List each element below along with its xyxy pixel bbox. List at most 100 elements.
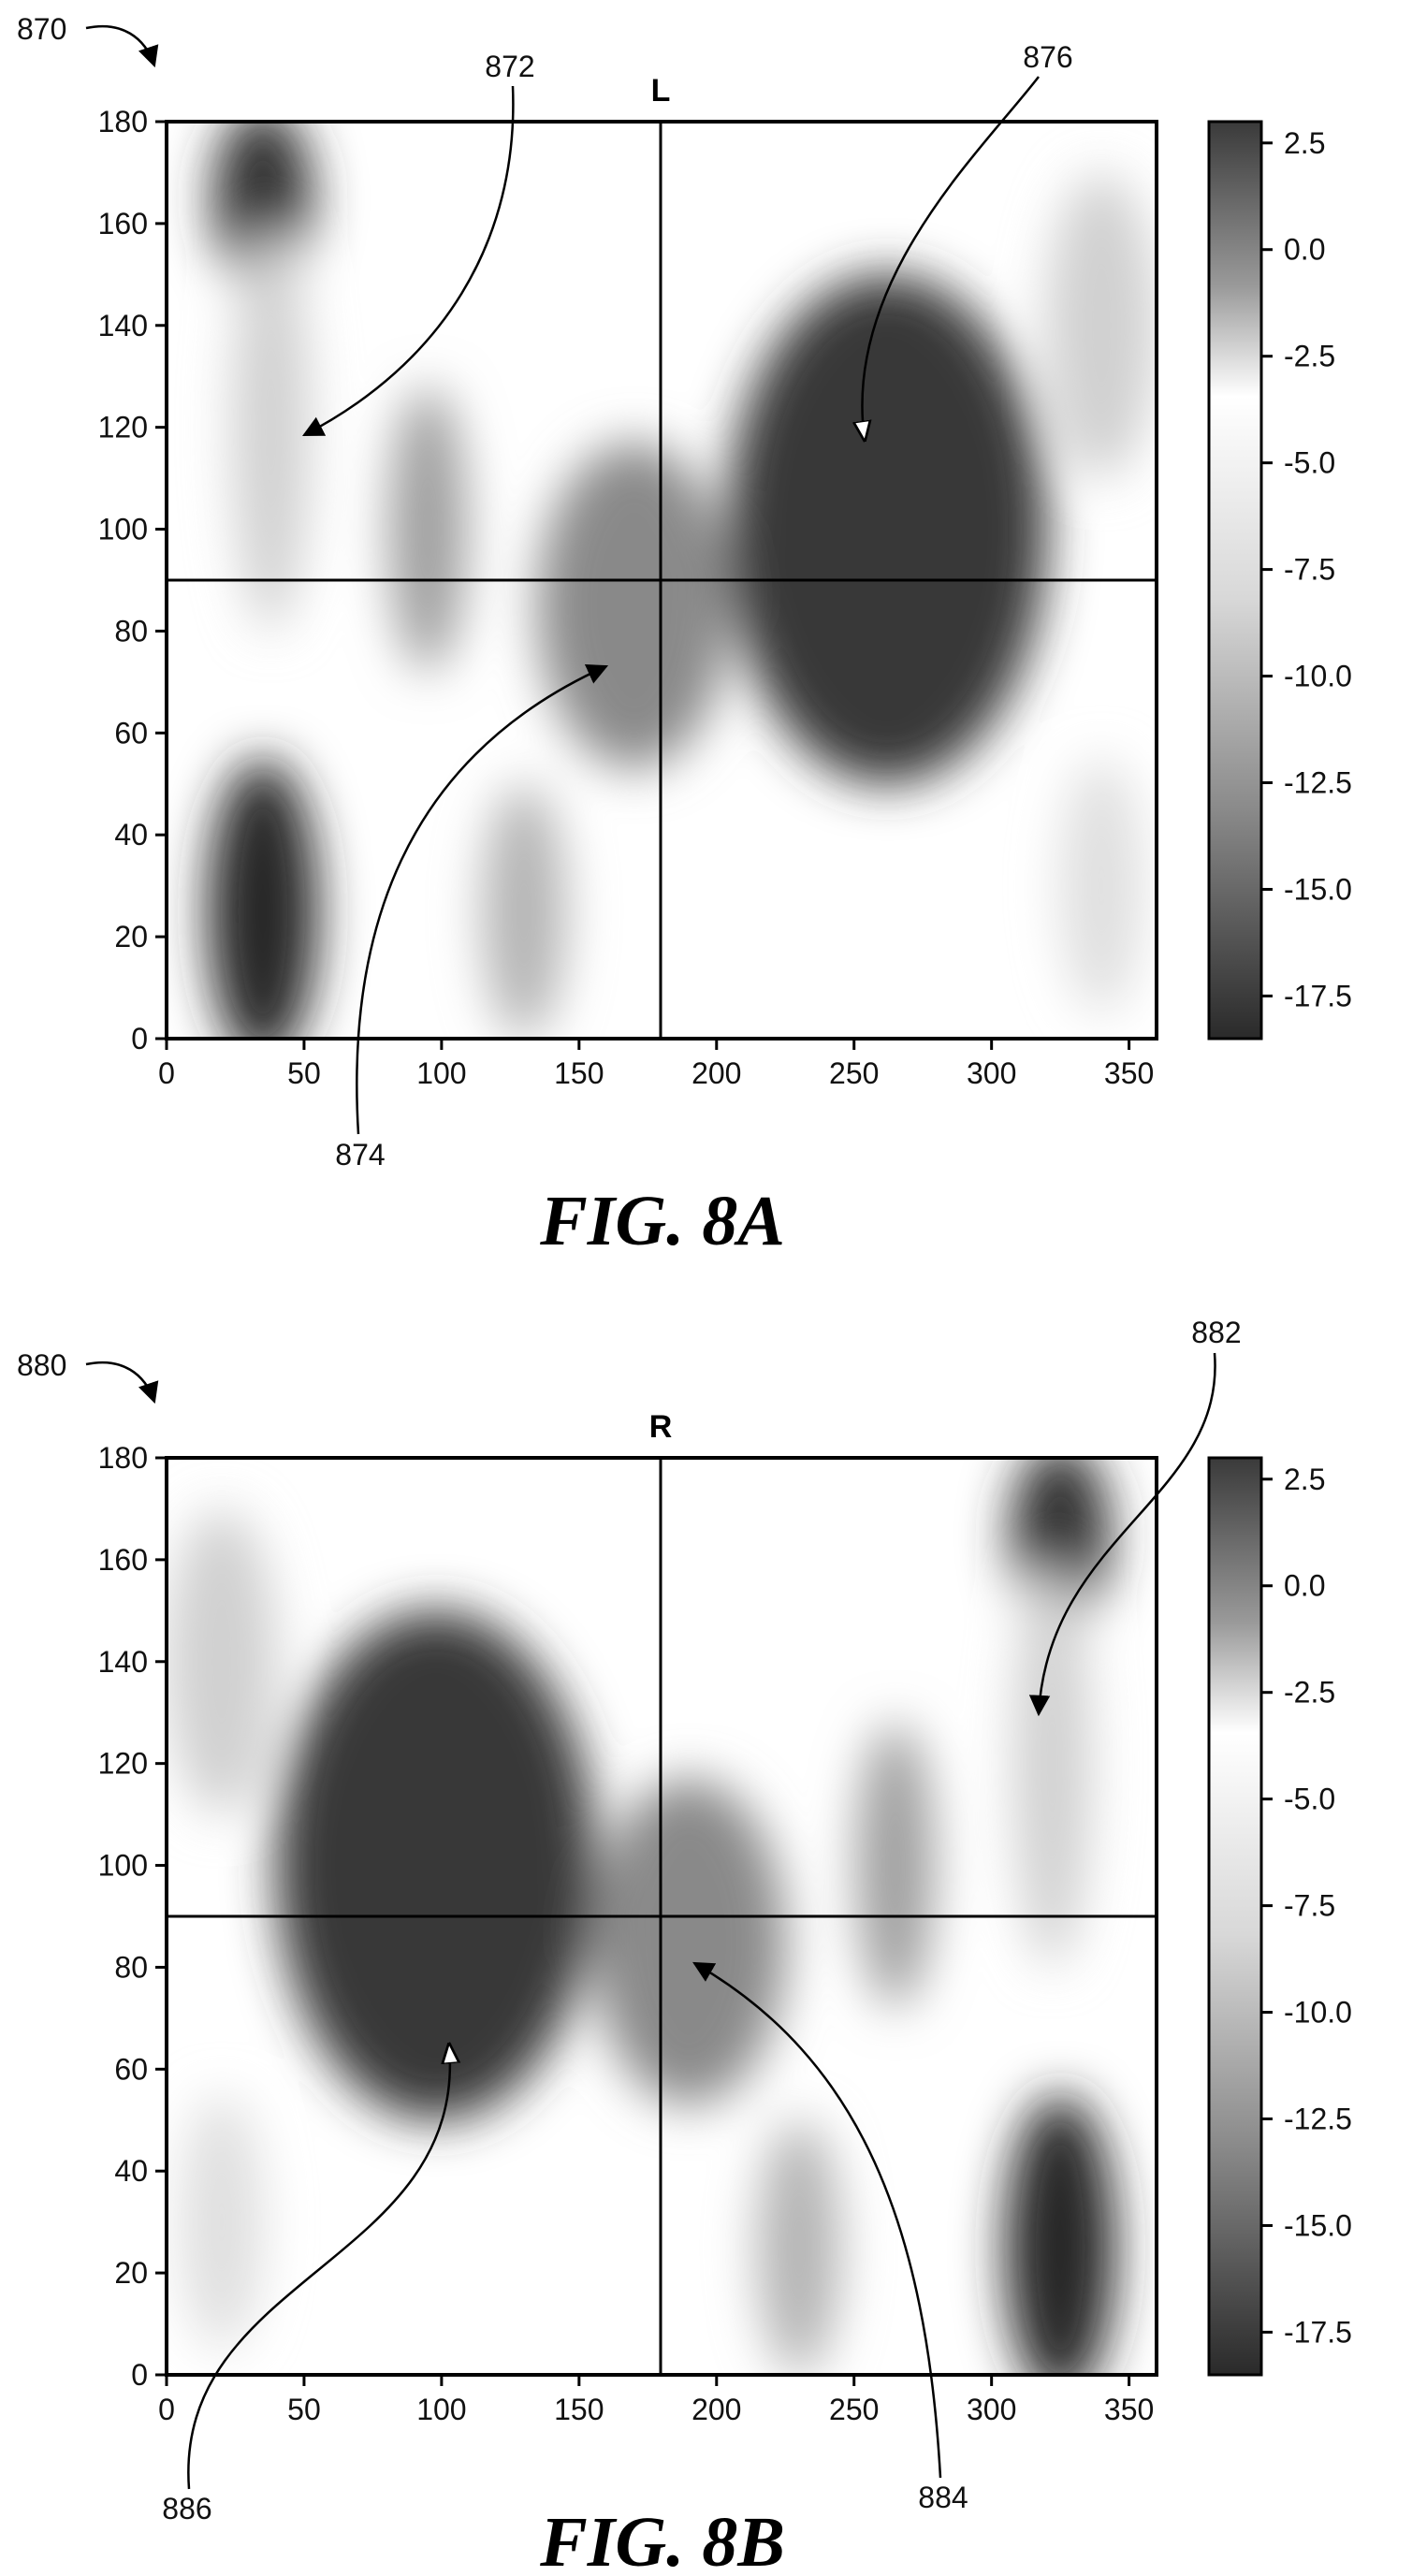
panel-title: L [651, 73, 671, 109]
x-tick-label: 0 [158, 2393, 175, 2426]
heatmap-region [180, 2094, 263, 2350]
figure-caption: FIG. 8B [539, 2503, 785, 2576]
heatmap-plot: 0 50 100 150 200 250 300 350 0 20 40 60 80 100 120 140… [98, 1441, 1158, 2426]
colorbar-tick-label: -15.0 [1284, 872, 1352, 906]
y-tick-label: 60 [114, 2052, 148, 2086]
heatmap-region [389, 386, 467, 672]
figure-8a: 870 L 0 50 100 150 200 250 300 350 0 20 40 60 80 100… [17, 12, 1352, 1260]
colorbar-tick-label: -7.5 [1284, 1889, 1335, 1923]
heatmap-region [1046, 172, 1157, 479]
callout-884-arrow [692, 1961, 942, 2479]
x-tick-label: 250 [829, 2393, 879, 2426]
x-tick-label: 100 [416, 2393, 466, 2426]
colorbar-tick-label: -10.0 [1284, 660, 1352, 693]
y-tick-label: 140 [98, 309, 148, 342]
colorbar-tick-label: -12.5 [1284, 2103, 1352, 2136]
heatmap-region [167, 1508, 277, 1815]
colorbar-tick-label: -12.5 [1284, 766, 1352, 800]
y-tick-label: 40 [114, 2154, 148, 2188]
x-tick-label: 250 [829, 1056, 879, 1090]
y-tick-label: 60 [114, 716, 148, 750]
y-tick-label: 0 [131, 1022, 148, 1055]
figure-8b: 880 R 0 50 100 150 200 250 300 350 0 20 40 60 80 100… [17, 1316, 1352, 2576]
colorbar-tick-label: -2.5 [1284, 1676, 1335, 1710]
colorbar-tick-label: -5.0 [1284, 446, 1335, 480]
callout-874-arrow [356, 664, 609, 1135]
colorbar-gradient [1207, 120, 1263, 1041]
y-tick-label: 80 [114, 1950, 148, 1984]
y-tick-label: 100 [98, 513, 148, 546]
callout-882-label: 882 [1191, 1316, 1241, 1349]
figure-ref-arrow [85, 1361, 159, 1404]
y-tick-label: 20 [114, 2256, 148, 2290]
y-tick-label: 40 [114, 818, 148, 851]
colorbar: 2.5 0.0 -2.5 -5.0 -7.5 -10.0 -12.5 -15.0 -17.5 [1207, 120, 1352, 1041]
x-axis-ticks: 0 50 100 150 200 250 300 350 [158, 2375, 1154, 2426]
y-tick-label: 80 [114, 614, 148, 648]
plot-frame [165, 120, 1158, 1041]
colorbar-gradient [1207, 1456, 1263, 2377]
y-tick-label: 180 [98, 105, 148, 138]
callout-886-label: 886 [162, 2492, 211, 2525]
colorbar-ticks: 2.5 0.0 -2.5 -5.0 -7.5 -10.0 -12.5 -15.0 -17.5 [1261, 126, 1352, 1012]
figure-ref-arrow [85, 24, 159, 68]
callout-876-arrow [862, 76, 1040, 440]
colorbar-tick-label: -2.5 [1284, 340, 1335, 373]
figure-ref-label: 870 [17, 12, 66, 46]
colorbar-tick-label: -17.5 [1284, 2315, 1352, 2349]
callout-874-label: 874 [335, 1138, 385, 1172]
x-tick-label: 200 [691, 2393, 741, 2426]
y-tick-label: 180 [98, 1441, 148, 1475]
y-tick-label: 160 [98, 1543, 148, 1577]
plot-frame [165, 1456, 1158, 2377]
heatmap-region-882 [1013, 1559, 1091, 1968]
x-tick-label: 200 [691, 1056, 741, 1090]
heatmap-region [757, 2119, 841, 2375]
x-tick-label: 150 [554, 2393, 604, 2426]
callout-872-arrow [302, 85, 515, 437]
figure-caption: FIG. 8A [539, 1182, 785, 1260]
figure-ref-label: 880 [17, 1348, 66, 1382]
x-tick-label: 300 [967, 1056, 1016, 1090]
x-tick-label: 100 [416, 1056, 466, 1090]
colorbar-ticks: 2.5 0.0 -2.5 -5.0 -7.5 -10.0 -12.5 -15.0 -17.5 [1261, 1463, 1352, 2349]
x-tick-label: 150 [554, 1056, 604, 1090]
y-tick-label: 120 [98, 411, 148, 444]
colorbar-tick-label: 2.5 [1284, 1463, 1325, 1496]
y-axis-ticks: 0 20 40 60 80 100 120 140 160 180 [98, 105, 167, 1055]
heatmap-region [208, 758, 318, 1039]
x-tick-label: 350 [1104, 1056, 1154, 1090]
heatmap-regions [167, 1458, 1115, 2375]
callout-882-arrow [1028, 1352, 1216, 1717]
heatmap-region [482, 783, 566, 1039]
colorbar-tick-label: 2.5 [1284, 126, 1325, 160]
colorbar-tick-label: -15.0 [1284, 2208, 1352, 2242]
y-tick-label: 120 [98, 1747, 148, 1781]
colorbar: 2.5 0.0 -2.5 -5.0 -7.5 -10.0 -12.5 -15.0 -17.5 [1207, 1456, 1352, 2377]
x-tick-label: 350 [1104, 2393, 1154, 2426]
heatmap-region-876 [727, 274, 1047, 784]
colorbar-tick-label: 0.0 [1284, 233, 1325, 267]
heatmap-region [856, 1723, 934, 2008]
y-tick-label: 20 [114, 920, 148, 953]
y-tick-label: 0 [131, 2358, 148, 2392]
colorbar-tick-label: -10.0 [1284, 1996, 1352, 2030]
heatmap-region-884 [592, 1779, 786, 2105]
heatmap-region-886 [276, 1610, 596, 2120]
y-axis-ticks: 0 20 40 60 80 100 120 140 160 180 [98, 1441, 167, 2392]
heatmap-regions [208, 122, 1157, 1039]
y-tick-label: 140 [98, 1645, 148, 1679]
x-axis-ticks: 0 50 100 150 200 250 300 350 [158, 1039, 1154, 1090]
x-tick-label: 50 [287, 2393, 321, 2426]
heatmap-region [1060, 758, 1143, 1013]
colorbar-tick-label: 0.0 [1284, 1569, 1325, 1603]
panel-title: R [649, 1409, 673, 1445]
x-tick-label: 300 [967, 2393, 1016, 2426]
callout-886-arrow [187, 2045, 450, 2490]
colorbar-tick-label: -17.5 [1284, 979, 1352, 1012]
y-tick-label: 160 [98, 207, 148, 240]
heatmap-region-872 [232, 223, 310, 632]
callout-872-label: 872 [485, 50, 534, 83]
heatmap-region-874 [537, 443, 731, 769]
